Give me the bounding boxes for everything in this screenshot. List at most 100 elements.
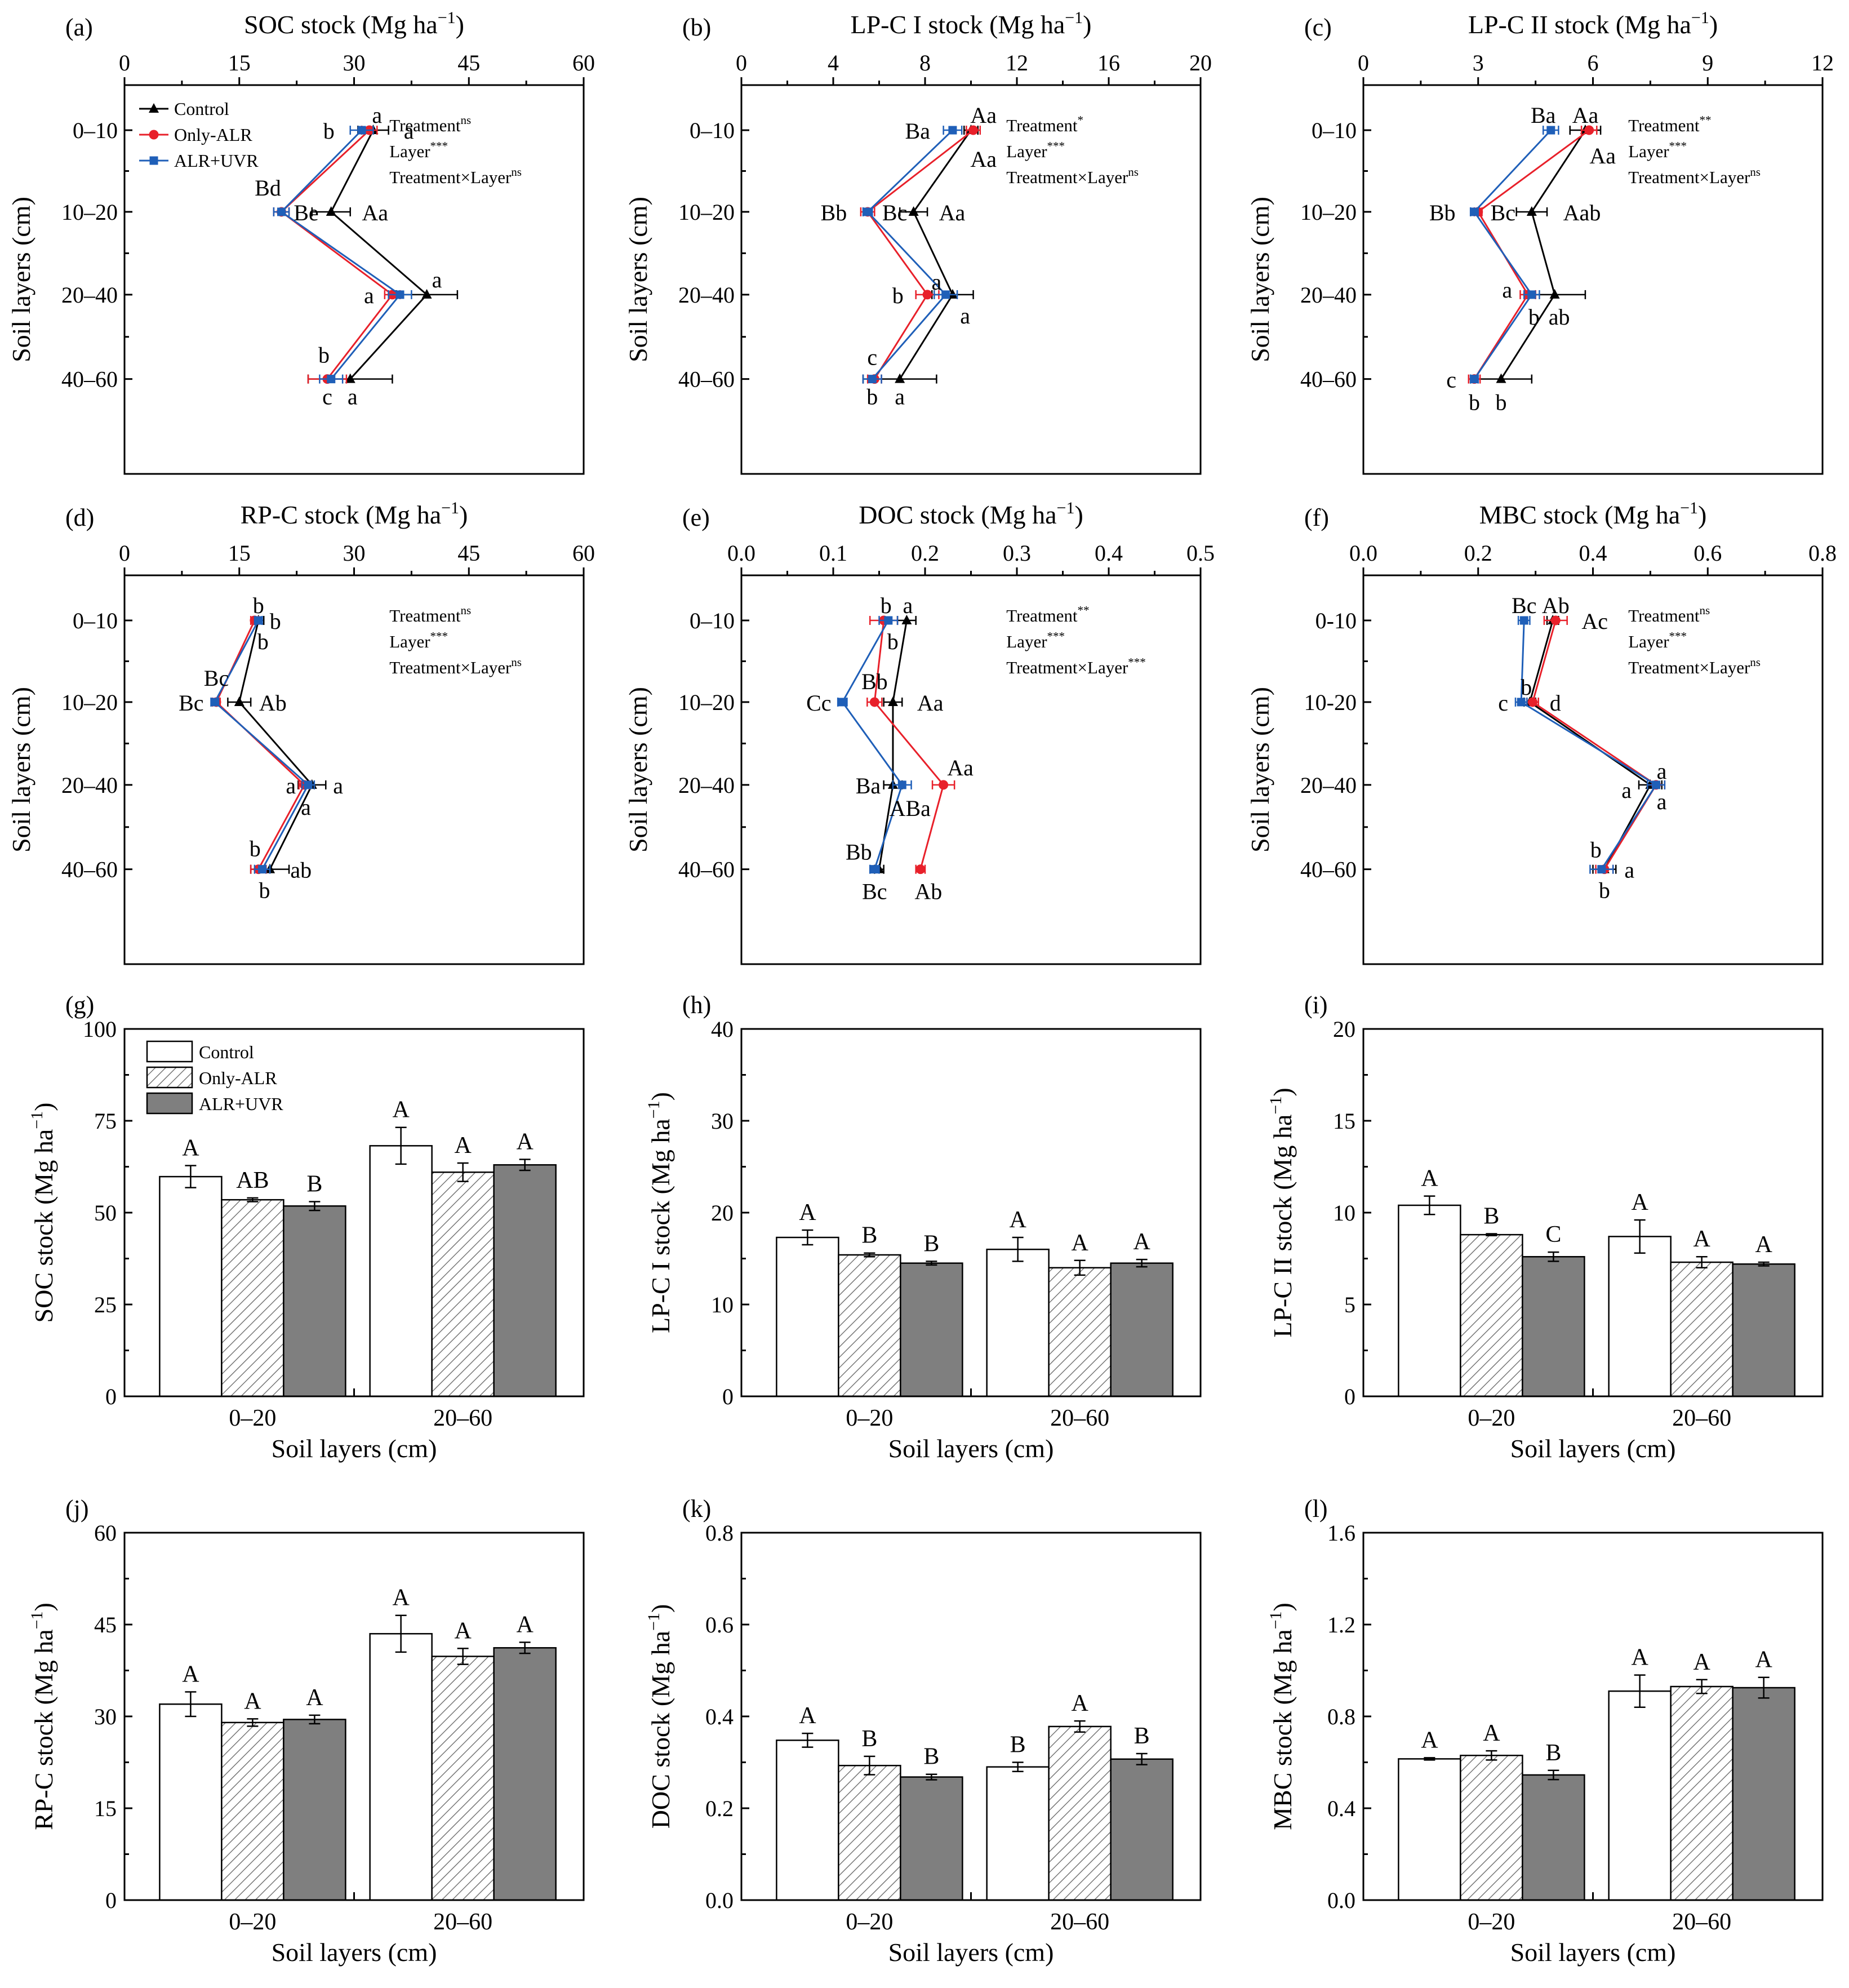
y-tick-label: 0.4	[705, 1704, 734, 1729]
significance-letter: Ab	[1542, 593, 1570, 618]
x-tick-label: 0–20	[1468, 1405, 1515, 1431]
y-tick-label: 1.6	[1327, 1520, 1355, 1546]
bar-only-alr	[838, 1254, 901, 1397]
significance-letter: A	[244, 1688, 261, 1714]
axis-title-superscript: −1	[1065, 8, 1083, 27]
bar-panel-7: (g) 0 25 50 75 100 SOC stock (Mg ha−1) A AB B 0–20…	[28, 991, 585, 1463]
data-point-marker	[1496, 373, 1506, 383]
y-tick-label: 40–60	[61, 857, 118, 882]
bar-only-alr	[1460, 1755, 1523, 1901]
significance-letter: B	[923, 1744, 939, 1770]
significance-letter: b	[1469, 390, 1480, 415]
y-tick-label: 1.2	[1327, 1612, 1355, 1638]
stats-line: Treatment×Layerns	[1628, 165, 1761, 187]
x-tick-label: 6	[1588, 50, 1599, 76]
significance-letter: Cc	[806, 690, 831, 716]
data-point-marker	[901, 615, 912, 625]
y-tick-label: 0–10	[1312, 118, 1357, 143]
stats-significance: ns	[1750, 165, 1761, 179]
significance-letter: a	[931, 269, 941, 295]
y-axis-label-close: )	[29, 1603, 58, 1611]
significance-letter: A	[306, 1685, 323, 1711]
axis-title-close: )	[1083, 10, 1091, 39]
plot-frame	[123, 1028, 585, 1397]
stats-term: Treatment×Layer	[389, 167, 512, 187]
y-tick-label: 10-20	[1304, 690, 1357, 715]
significance-letter: Bc	[204, 665, 229, 691]
stats-term: Treatment	[1628, 606, 1700, 625]
data-point-marker	[863, 207, 872, 216]
y-tick-label: 0.2	[705, 1796, 734, 1821]
x-tick-label: 12	[1811, 50, 1834, 76]
axis-title: LP-C II stock (Mg ha−1)	[1468, 8, 1718, 39]
stats-significance: ns	[461, 113, 472, 127]
y-tick-label: 15	[94, 1796, 117, 1821]
significance-letter: c	[322, 384, 332, 410]
significance-letter: Bc	[1512, 593, 1536, 618]
bar-control	[776, 1740, 839, 1901]
stats-term: Treatment	[1628, 116, 1700, 135]
significance-letter: a	[432, 267, 442, 292]
panel-label: (j)	[65, 1495, 89, 1523]
axis-title-close: )	[1074, 500, 1083, 529]
stats-term: Layer	[1006, 632, 1047, 651]
y-tick-label: 5	[1344, 1292, 1355, 1317]
significance-letter: d	[1550, 690, 1561, 716]
bar-alr-uvr	[900, 1262, 963, 1397]
x-tick-label: 4	[828, 50, 839, 76]
data-point-marker	[897, 780, 906, 789]
axis-title-superscript: −1	[1057, 499, 1075, 517]
bar-control	[986, 1766, 1050, 1901]
data-point-marker	[895, 373, 905, 383]
x-axis-label: Soil layers (cm)	[272, 1434, 437, 1463]
significance-letter: Ab	[914, 879, 942, 904]
y-tick-label: 60	[94, 1520, 117, 1546]
data-point-marker	[1549, 289, 1560, 299]
significance-letter: a	[1657, 789, 1667, 814]
y-axis-label-close: )	[646, 1604, 675, 1613]
y-axis-label-main: RP-C stock (Mg ha	[29, 1629, 58, 1830]
data-point-marker	[345, 373, 355, 383]
x-tick-label: 20	[1189, 50, 1212, 76]
series-line-0	[330, 130, 428, 380]
bar-control	[1398, 1204, 1461, 1397]
stats-significance: ns	[1128, 165, 1139, 179]
bar-control	[159, 1703, 223, 1901]
significance-letter: a	[333, 773, 343, 798]
stats-line: Treatment×Layerns	[389, 165, 522, 187]
significance-letter: b	[259, 878, 270, 903]
series-line-1	[873, 620, 945, 870]
data-point-marker	[1519, 616, 1528, 625]
significance-letter: b	[250, 836, 261, 862]
panel-label: (d)	[65, 504, 94, 531]
y-tick-label: 0.0	[705, 1888, 734, 1913]
significance-letter: a	[1621, 778, 1632, 803]
y-tick-label: 40–60	[1300, 857, 1357, 882]
significance-letter: Bb	[846, 840, 872, 865]
y-tick-label: 100	[83, 1017, 117, 1042]
significance-letter: b	[892, 283, 904, 308]
y-axis-label-superscript: −1	[1266, 1611, 1285, 1629]
x-tick-label: 0.4	[1095, 540, 1123, 566]
axis-title-main: MBC stock (Mg ha	[1479, 500, 1681, 529]
panel-label: (i)	[1304, 991, 1328, 1019]
line-panel-1: (a) SOC stock (Mg ha−1) 0 15 30 45 60 0–10 10–20…	[7, 8, 595, 475]
bar-alr-uvr	[1110, 1262, 1174, 1397]
x-axis-label: Soil layers (cm)	[1510, 1938, 1676, 1967]
bar-panel-9: (i) 0 5 10 15 20 LP-C II stock (Mg ha−1) A B C 0–2…	[1266, 991, 1824, 1463]
significance-letter: Bb	[861, 669, 888, 694]
axis-title: DOC stock (Mg ha−1)	[859, 499, 1083, 529]
bar-only-alr	[1670, 1261, 1734, 1397]
y-tick-label: 20–40	[678, 773, 735, 798]
significance-letter: Aa	[970, 103, 997, 128]
significance-letter: B	[1545, 1740, 1561, 1766]
significance-letter: Bd	[255, 175, 281, 201]
data-point-marker	[868, 375, 877, 384]
significance-letter: b	[270, 609, 281, 634]
stats-term: Layer	[1628, 632, 1669, 651]
significance-letter: A	[1009, 1207, 1026, 1233]
significance-letter: ab	[290, 858, 312, 883]
stats-significance: ns	[461, 604, 472, 617]
significance-letter: A	[1421, 1727, 1438, 1753]
